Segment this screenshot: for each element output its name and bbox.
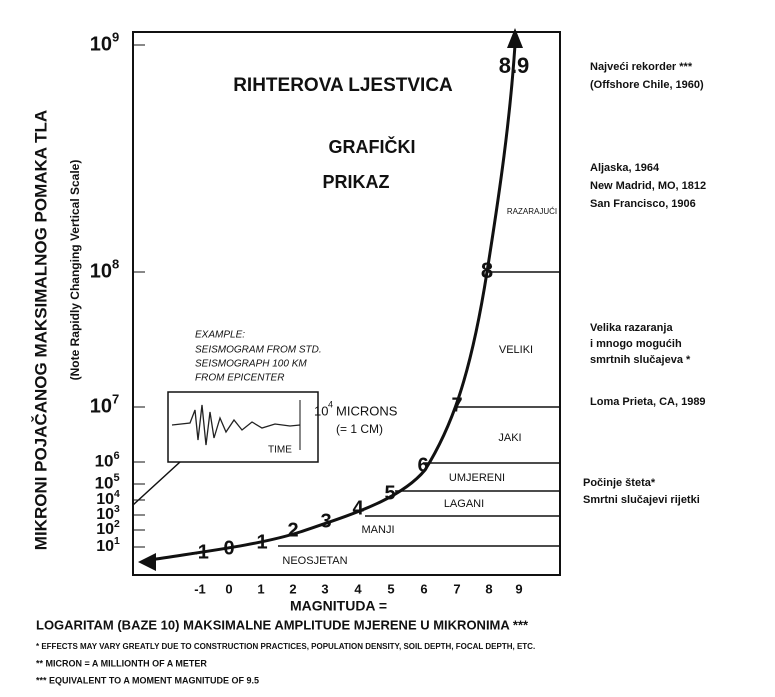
annotation: smrtnih slučajeva * — [590, 354, 691, 366]
curve-label: 5 — [384, 482, 395, 504]
y-tick-label: 10 — [96, 538, 114, 555]
zone-label: JAKI — [498, 432, 521, 444]
footnote: ** MICRON = A MILLIONTH OF A METER — [36, 658, 207, 668]
annotation: Loma Prieta, CA, 1989 — [590, 396, 706, 408]
footnote: *** EQUIVALENT TO A MOMENT MAGNITUDE OF … — [36, 675, 259, 685]
curve-label: 3 — [320, 510, 331, 532]
inset-amplitude-equiv: (= 1 CM) — [336, 422, 383, 436]
zone-label: NEOSJETAN — [282, 555, 347, 567]
richter-diagram: RIHTEROVA LJESTVICA GRAFIČKI PRIKAZ MIKRONI… — [0, 0, 775, 697]
curve-label: 4 — [352, 497, 364, 519]
inset-time: TIME — [268, 445, 292, 456]
annotation: New Madrid, MO, 1812 — [590, 180, 706, 192]
y-axis-label: MIKRONI POJAČANOG MAKSIMALNOG POMAKA TLA — [31, 110, 50, 550]
curve-label: 2 — [287, 519, 298, 541]
inset-text: SEISMOGRAPH 100 KM — [195, 359, 307, 370]
y-tick-label: 10 — [96, 521, 114, 538]
y-tick-label: 10 — [90, 260, 112, 282]
x-tick-label: -1 — [194, 581, 206, 596]
arrow-head — [138, 553, 156, 571]
inset-box — [168, 392, 318, 462]
y-tick-exponent: 1 — [114, 536, 120, 547]
inset-amplitude-exp: 4 — [328, 399, 333, 409]
x-tick-label: 0 — [225, 581, 232, 596]
x-tick-label: 9 — [515, 581, 522, 596]
annotation: Najveći rekorder *** — [590, 61, 693, 73]
y-tick-exponent: 6 — [114, 450, 120, 462]
footnote: * EFFECTS MAY VARY GREATLY DUE TO CONSTR… — [36, 642, 535, 651]
annotation: (Offshore Chile, 1960) — [590, 79, 704, 91]
x-tick-label: 1 — [257, 581, 264, 596]
curve-label: 6 — [417, 454, 428, 476]
zone-label: VELIKI — [499, 344, 533, 356]
y-tick-label: 10 — [90, 395, 112, 417]
inset-amplitude-unit: MICRONS — [336, 403, 398, 418]
y-axis-note: (Note Rapidly Changing Vertical Scale) — [68, 160, 82, 381]
y-tick-exponent: 5 — [114, 472, 120, 484]
y-tick-exponent: 8 — [112, 256, 119, 271]
curve-label: 1 — [256, 531, 267, 553]
x-tick-label: 6 — [420, 581, 427, 596]
y-tick-exponent: 2 — [114, 519, 120, 530]
x-axis-definition: LOGARITAM (BAZE 10) MAKSIMALNE AMPLITUDE… — [36, 617, 529, 632]
y-tick-exponent: 7 — [112, 391, 119, 406]
annotation: Počinje šteta* — [583, 477, 656, 489]
zone-label: MANJI — [362, 524, 395, 536]
annotation: i mnogo mogućih — [590, 338, 682, 350]
inset-text: SEISMOGRAM FROM STD. — [195, 345, 322, 356]
subtitle: GRAFIČKI — [329, 136, 416, 157]
curve-label: -1 — [191, 541, 209, 563]
curve-label: 8 — [481, 258, 493, 283]
zone-label: RAZARAJUĆI — [507, 207, 557, 216]
zone-label: UMJERENI — [449, 472, 505, 484]
annotation: San Francisco, 1906 — [590, 198, 696, 210]
curve-label: 8.9 — [499, 53, 530, 78]
x-axis-label: MAGNITUDA = — [290, 598, 387, 614]
inset-amplitude: 10 — [314, 403, 328, 418]
annotation: Smrtni slučajevi rijetki — [583, 494, 700, 506]
x-tick-label: 5 — [387, 581, 394, 596]
curve-label: 7 — [451, 394, 462, 416]
y-tick-label: 10 — [90, 33, 112, 55]
y-tick-exponent: 3 — [114, 504, 120, 515]
subtitle: PRIKAZ — [323, 172, 390, 192]
x-tick-label: 8 — [485, 581, 492, 596]
y-tick-label: 10 — [95, 473, 114, 492]
inset-text: FROM EPICENTER — [195, 373, 284, 384]
annotation: Aljaska, 1964 — [590, 162, 660, 174]
title: RIHTEROVA LJESTVICA — [233, 75, 453, 96]
x-tick-label: 4 — [354, 581, 362, 596]
y-tick-exponent: 4 — [114, 489, 120, 500]
curve-label: 0 — [223, 537, 234, 559]
x-tick-label: 3 — [321, 581, 328, 596]
y-tick-exponent: 9 — [112, 29, 119, 44]
x-tick-label: 7 — [453, 581, 460, 596]
inset-text: EXAMPLE: — [195, 330, 245, 341]
y-tick-label: 10 — [95, 451, 114, 470]
annotation: Velika razaranja — [590, 322, 673, 334]
zone-label: LAGANI — [444, 498, 484, 510]
x-tick-label: 2 — [289, 581, 296, 596]
plot-frame — [133, 32, 560, 575]
